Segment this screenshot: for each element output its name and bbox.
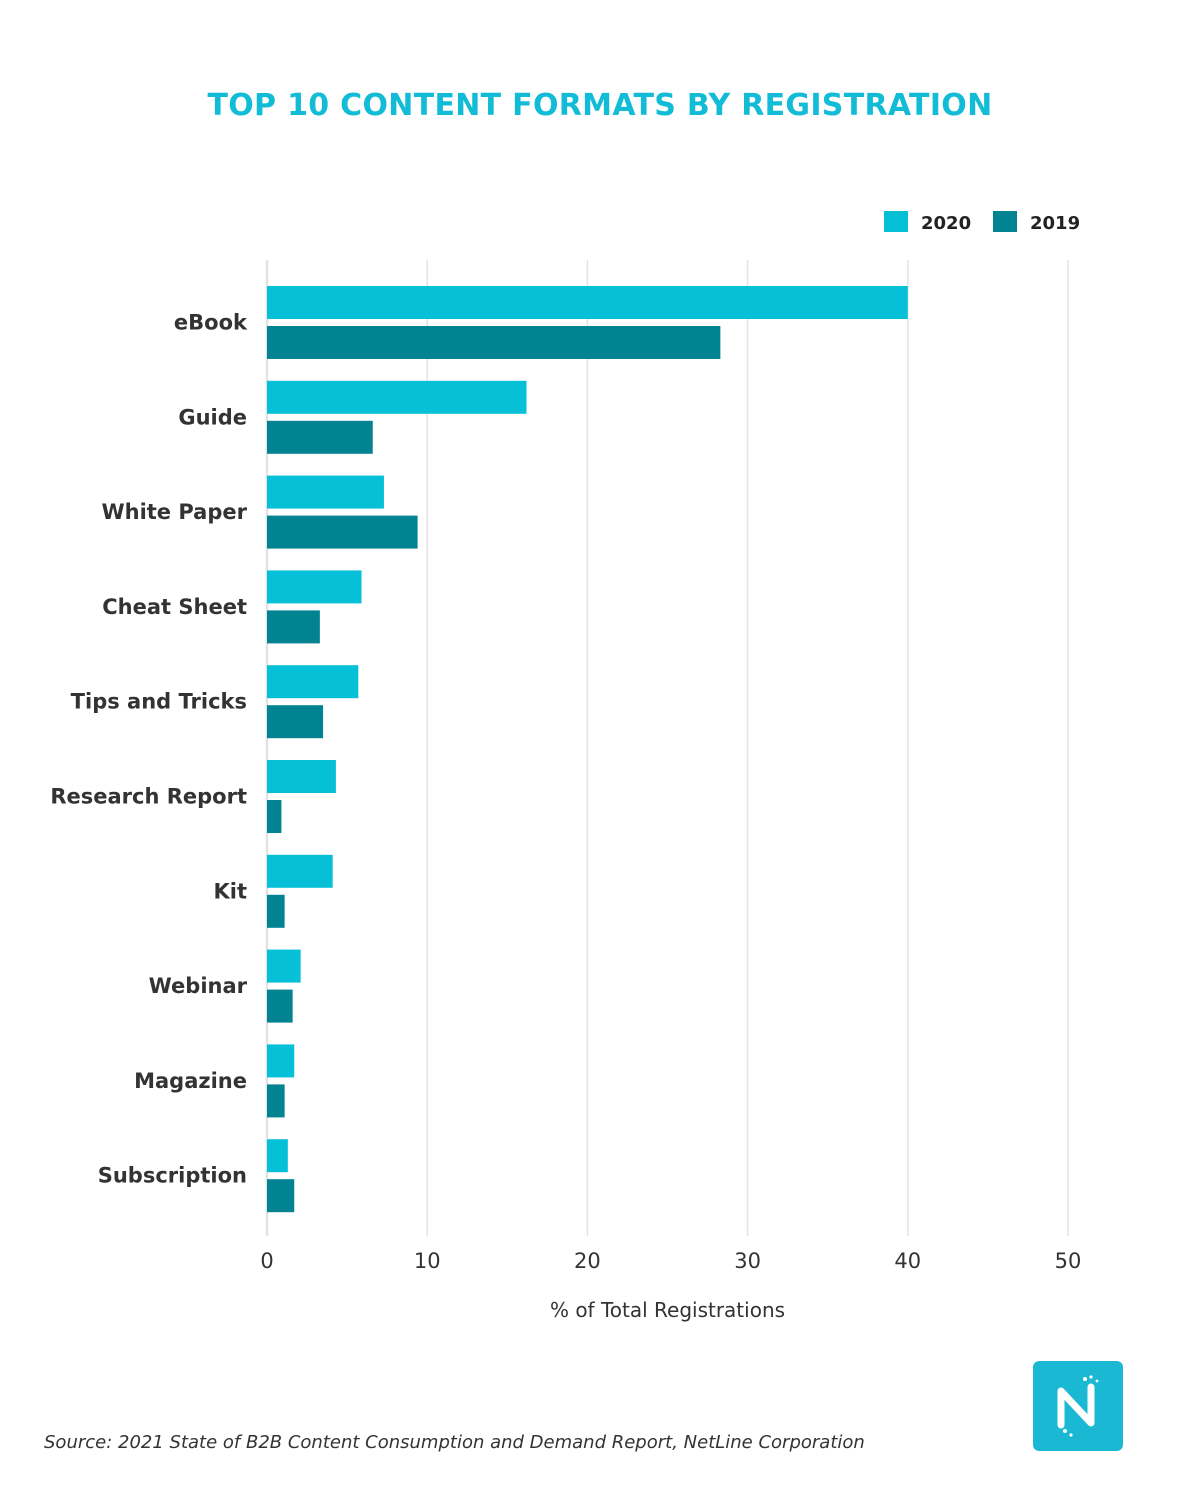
bar-2019 <box>267 705 324 739</box>
x-tick-label: 0 <box>260 1249 273 1273</box>
category-label: Webinar <box>149 974 248 998</box>
x-tick-label: 10 <box>414 1249 441 1273</box>
netline-logo-icon <box>1033 1361 1123 1451</box>
bar-2019 <box>267 1179 295 1213</box>
bar-2020 <box>267 570 362 604</box>
x-tick-label: 20 <box>574 1249 601 1273</box>
bar-2019 <box>267 1084 285 1118</box>
category-label: eBook <box>174 311 248 335</box>
x-axis-label: % of Total Registrations <box>550 1298 785 1322</box>
legend-swatch-2019 <box>993 211 1017 232</box>
legend-swatch-2020 <box>884 211 908 232</box>
legend-label-2020: 2020 <box>921 213 971 234</box>
x-tick-label: 50 <box>1055 1249 1082 1273</box>
bar-2019 <box>267 989 293 1023</box>
bar-2020 <box>267 665 359 699</box>
source-note: Source: 2021 State of B2B Content Consum… <box>44 1432 865 1453</box>
bar-2020 <box>267 1044 295 1078</box>
bar-2020 <box>267 475 384 509</box>
bar-2020 <box>267 760 336 793</box>
category-label: White Paper <box>101 500 247 524</box>
chart-title: TOP 10 CONTENT FORMATS BY REGISTRATION <box>207 88 993 123</box>
category-label: Subscription <box>98 1164 247 1188</box>
category-label: Guide <box>178 405 247 429</box>
bar-2020 <box>267 286 908 319</box>
bar-2020 <box>267 1139 288 1173</box>
bar-2019 <box>267 420 373 454</box>
category-label: Tips and Tricks <box>71 690 247 714</box>
bar-2020 <box>267 380 527 414</box>
category-label: Magazine <box>134 1069 247 1093</box>
legend-label-2019: 2019 <box>1030 213 1080 234</box>
category-label: Kit <box>213 879 247 903</box>
category-label: Cheat Sheet <box>102 595 247 619</box>
bar-2019 <box>267 894 285 928</box>
bar-2019 <box>267 326 721 359</box>
bar-2019 <box>267 515 418 549</box>
x-tick-label: 30 <box>734 1249 761 1273</box>
x-tick-label: 40 <box>894 1249 921 1273</box>
bar-2020 <box>267 949 301 983</box>
bar-chart: 0 10 20 30 40 50 eBook Guide White Paper Cheat Sh… <box>50 211 1082 1322</box>
category-label: Research Report <box>50 785 247 809</box>
bar-2020 <box>267 854 333 888</box>
bar-2019 <box>267 800 282 833</box>
bar-2019 <box>267 610 320 644</box>
